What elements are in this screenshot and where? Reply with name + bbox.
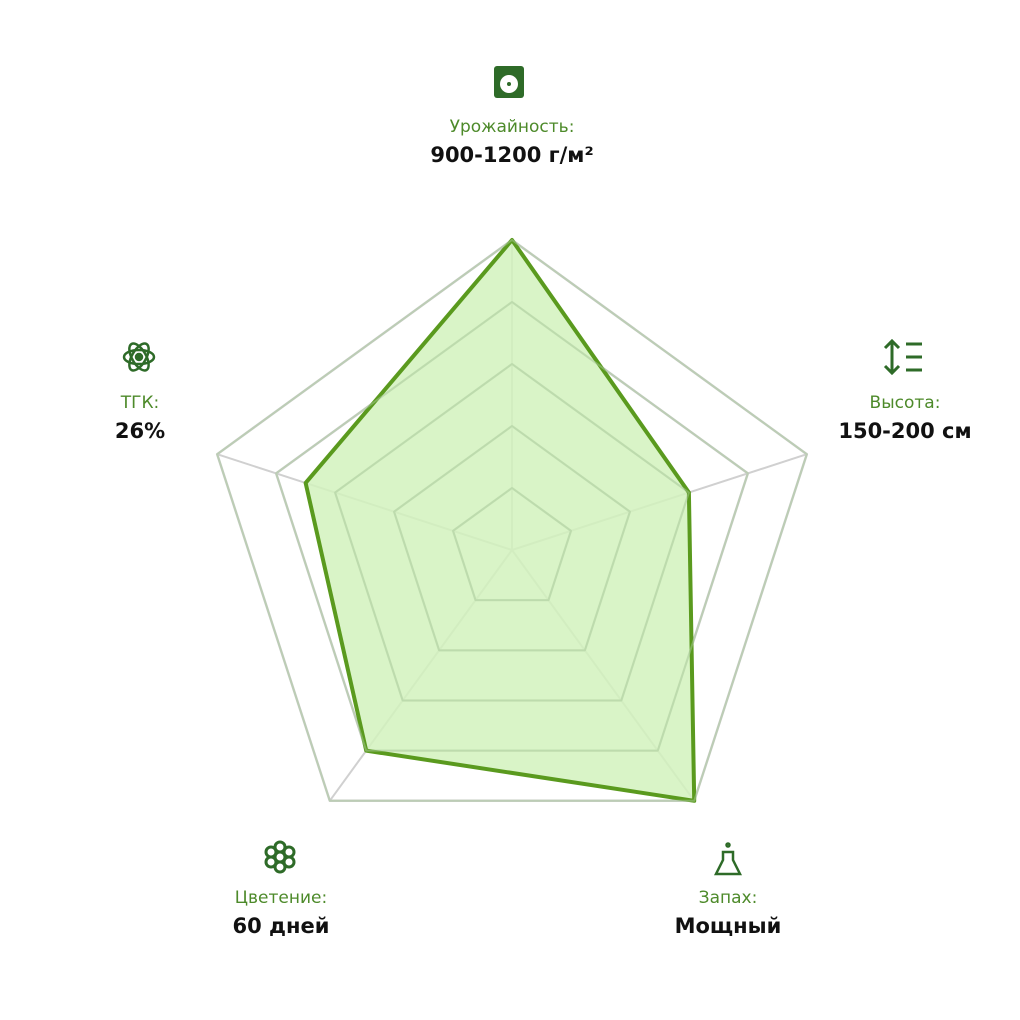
axis-value: 900-1200 г/м² (430, 143, 593, 167)
grid-ring-overlay (216, 239, 808, 802)
scale-icon (494, 66, 524, 98)
axis-value: 60 дней (233, 914, 330, 938)
grid-ring-overlay (334, 363, 690, 702)
axis-value: Мощный (675, 914, 782, 938)
axis-label: Высота: (870, 393, 941, 413)
grid-ring-overlay (393, 425, 631, 652)
height-icon (883, 338, 922, 376)
axis-value: 26% (115, 419, 165, 443)
data-area (303, 238, 697, 803)
labels: Урожайность: 900-1200 г/м² Высота: 150-200 … (115, 117, 972, 938)
plot (215, 238, 809, 803)
axis-label: Запах: (699, 888, 758, 908)
axis-label: ТГК: (120, 393, 160, 413)
flask-icon (713, 842, 743, 876)
grid-ring-overlay (452, 487, 572, 602)
grid-ring-overlay (275, 301, 749, 752)
atom-icon (122, 342, 156, 372)
axis-label: Цветение: (235, 888, 327, 908)
icons (122, 66, 922, 876)
axis-label: Урожайность: (450, 117, 575, 137)
axis-value: 150-200 см (838, 419, 971, 443)
flower-icon (264, 840, 296, 874)
